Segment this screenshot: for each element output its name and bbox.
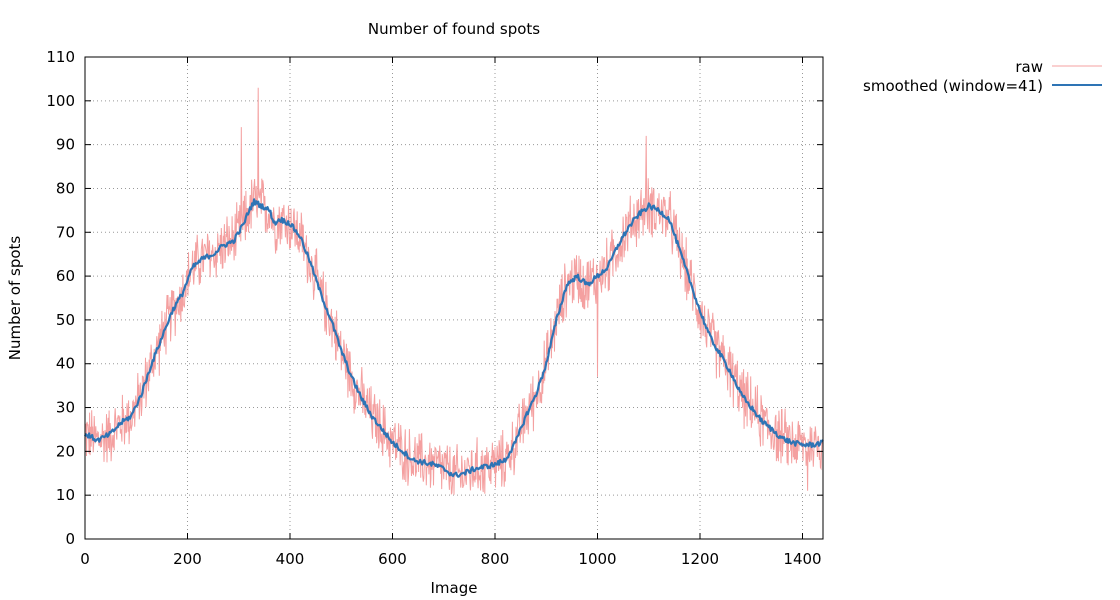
x-tick-label: 400 bbox=[276, 550, 305, 568]
plot-frame bbox=[84, 56, 824, 540]
series-smoothed-line bbox=[84, 198, 824, 478]
legend-label-smoothed: smoothed (window=41) bbox=[863, 77, 1043, 95]
y-tick-label: 0 bbox=[65, 530, 75, 548]
grid bbox=[85, 57, 823, 539]
y-tick-label: 90 bbox=[56, 136, 75, 154]
y-tick-label: 40 bbox=[56, 355, 75, 373]
y-tick-label: 20 bbox=[56, 442, 75, 460]
y-tick-label: 50 bbox=[56, 311, 75, 329]
x-tick-label: 1000 bbox=[578, 550, 616, 568]
y-tick-label: 80 bbox=[56, 179, 75, 197]
series-layer bbox=[84, 87, 824, 495]
x-tick-label: 600 bbox=[378, 550, 407, 568]
legend: raw smoothed (window=41) bbox=[863, 58, 1102, 95]
x-tick-label: 0 bbox=[80, 550, 90, 568]
x-tick-label: 200 bbox=[173, 550, 202, 568]
y-tick-label: 70 bbox=[56, 223, 75, 241]
y-tick-label: 30 bbox=[56, 399, 75, 417]
series-raw-line bbox=[84, 87, 824, 495]
y-tick-label: 10 bbox=[56, 486, 75, 504]
x-tick-label: 1400 bbox=[783, 550, 821, 568]
x-tick-label: 1200 bbox=[681, 550, 719, 568]
y-tick-label: 60 bbox=[56, 267, 75, 285]
y-axis-label: Number of spots bbox=[6, 236, 24, 361]
legend-label-raw: raw bbox=[1015, 58, 1043, 76]
x-tick-label: 800 bbox=[481, 550, 510, 568]
y-tick-label: 100 bbox=[46, 92, 75, 110]
chart-title: Number of found spots bbox=[368, 20, 540, 38]
ticks: 0 10 20 30 40 50 60 70 80 90 100 110 0 200 400 600 800 10… bbox=[46, 48, 823, 568]
y-tick-label: 110 bbox=[46, 48, 75, 66]
x-axis-label: Image bbox=[431, 579, 478, 597]
